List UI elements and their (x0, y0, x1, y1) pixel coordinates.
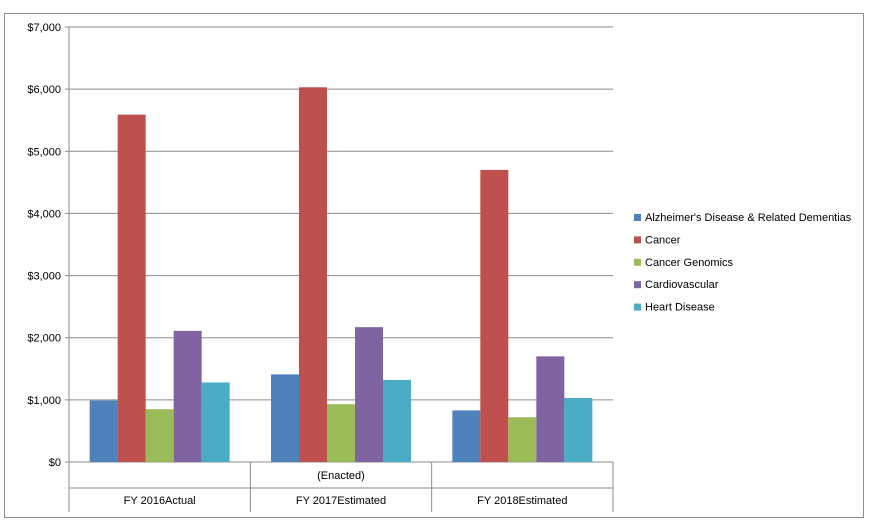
legend-label: Cancer (645, 234, 681, 246)
bar (564, 398, 592, 462)
legend-label: Heart Disease (645, 302, 715, 314)
bar (327, 404, 355, 462)
y-tick-label: $1,000 (27, 395, 61, 407)
bar (452, 410, 480, 462)
legend-swatch (634, 214, 641, 221)
x-category-label: FY 2017Estimated (296, 495, 386, 507)
bar (355, 327, 383, 462)
bar (383, 380, 411, 462)
y-tick-label: $4,000 (27, 208, 61, 220)
y-tick-label: $0 (49, 457, 61, 469)
bar (202, 382, 230, 462)
legend-swatch (634, 304, 641, 311)
y-tick-label: $7,000 (27, 22, 61, 34)
bar (480, 170, 508, 462)
legend-label: Cardiovascular (645, 279, 719, 291)
bar (146, 409, 174, 462)
legend-label: Alzheimer's Disease & Related Dementias (645, 212, 852, 224)
y-tick-label: $2,000 (27, 333, 61, 345)
legend-label: Cancer Genomics (645, 257, 734, 269)
legend-swatch (634, 281, 641, 288)
bar (90, 400, 118, 462)
x-category-label: FY 2016Actual (124, 495, 196, 507)
bar (271, 374, 299, 462)
y-tick-label: $5,000 (27, 146, 61, 158)
bar (508, 417, 536, 462)
legend-swatch (634, 236, 641, 243)
bar (174, 331, 202, 462)
y-tick-label: $3,000 (27, 271, 61, 283)
bar (118, 115, 146, 462)
bar (536, 356, 564, 462)
y-tick-label: $6,000 (27, 84, 61, 96)
x-category-label: FY 2018Estimated (477, 495, 567, 507)
legend-swatch (634, 259, 641, 266)
x-category-label-top: (Enacted) (317, 470, 365, 482)
bar (299, 87, 327, 462)
